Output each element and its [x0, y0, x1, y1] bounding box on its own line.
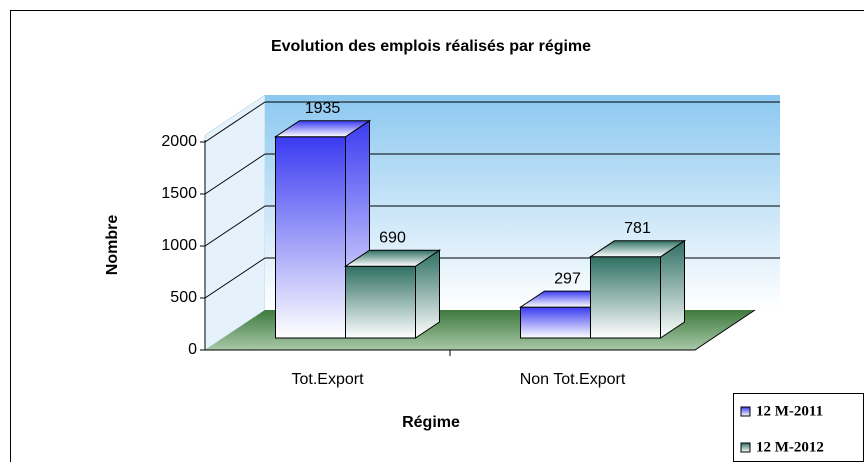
y-tick-label: 2000	[161, 133, 197, 150]
x-axis-title: Régime	[402, 414, 460, 431]
legend-label: 12 M-2012	[756, 439, 824, 455]
value-label: 297	[554, 270, 581, 287]
floor-edge	[205, 309, 756, 351]
value-label: 690	[379, 229, 406, 246]
legend-swatch	[740, 406, 751, 417]
grid-line	[204, 257, 266, 299]
bar-top	[343, 249, 442, 267]
grid-line	[204, 101, 266, 143]
legend-swatch	[740, 442, 751, 453]
bar-top	[273, 120, 372, 138]
bar-top	[588, 240, 687, 258]
y-tick-label: 1000	[161, 237, 197, 254]
bar-front	[520, 306, 591, 339]
legend-label: 12 M-2011	[756, 403, 823, 419]
y-axis-title: Nombre	[104, 215, 121, 276]
y-tick-label: 1500	[161, 185, 197, 202]
bar-front	[345, 265, 416, 339]
y-tick-label: 500	[170, 289, 197, 306]
bar-front	[590, 256, 661, 339]
y-tick-label: 0	[188, 341, 197, 358]
x-tick-label: Non Tot.Export	[520, 371, 626, 388]
value-label: 781	[624, 220, 651, 237]
bar-front	[275, 136, 346, 339]
value-label: 1935	[305, 100, 341, 117]
x-tick-label: Tot.Export	[291, 371, 364, 388]
bar-side	[660, 239, 685, 339]
grid-line	[204, 153, 266, 195]
grid-line	[204, 205, 266, 247]
chart-title: Evolution des emplois réalisés par régim…	[271, 38, 591, 55]
side-wall	[204, 94, 266, 351]
